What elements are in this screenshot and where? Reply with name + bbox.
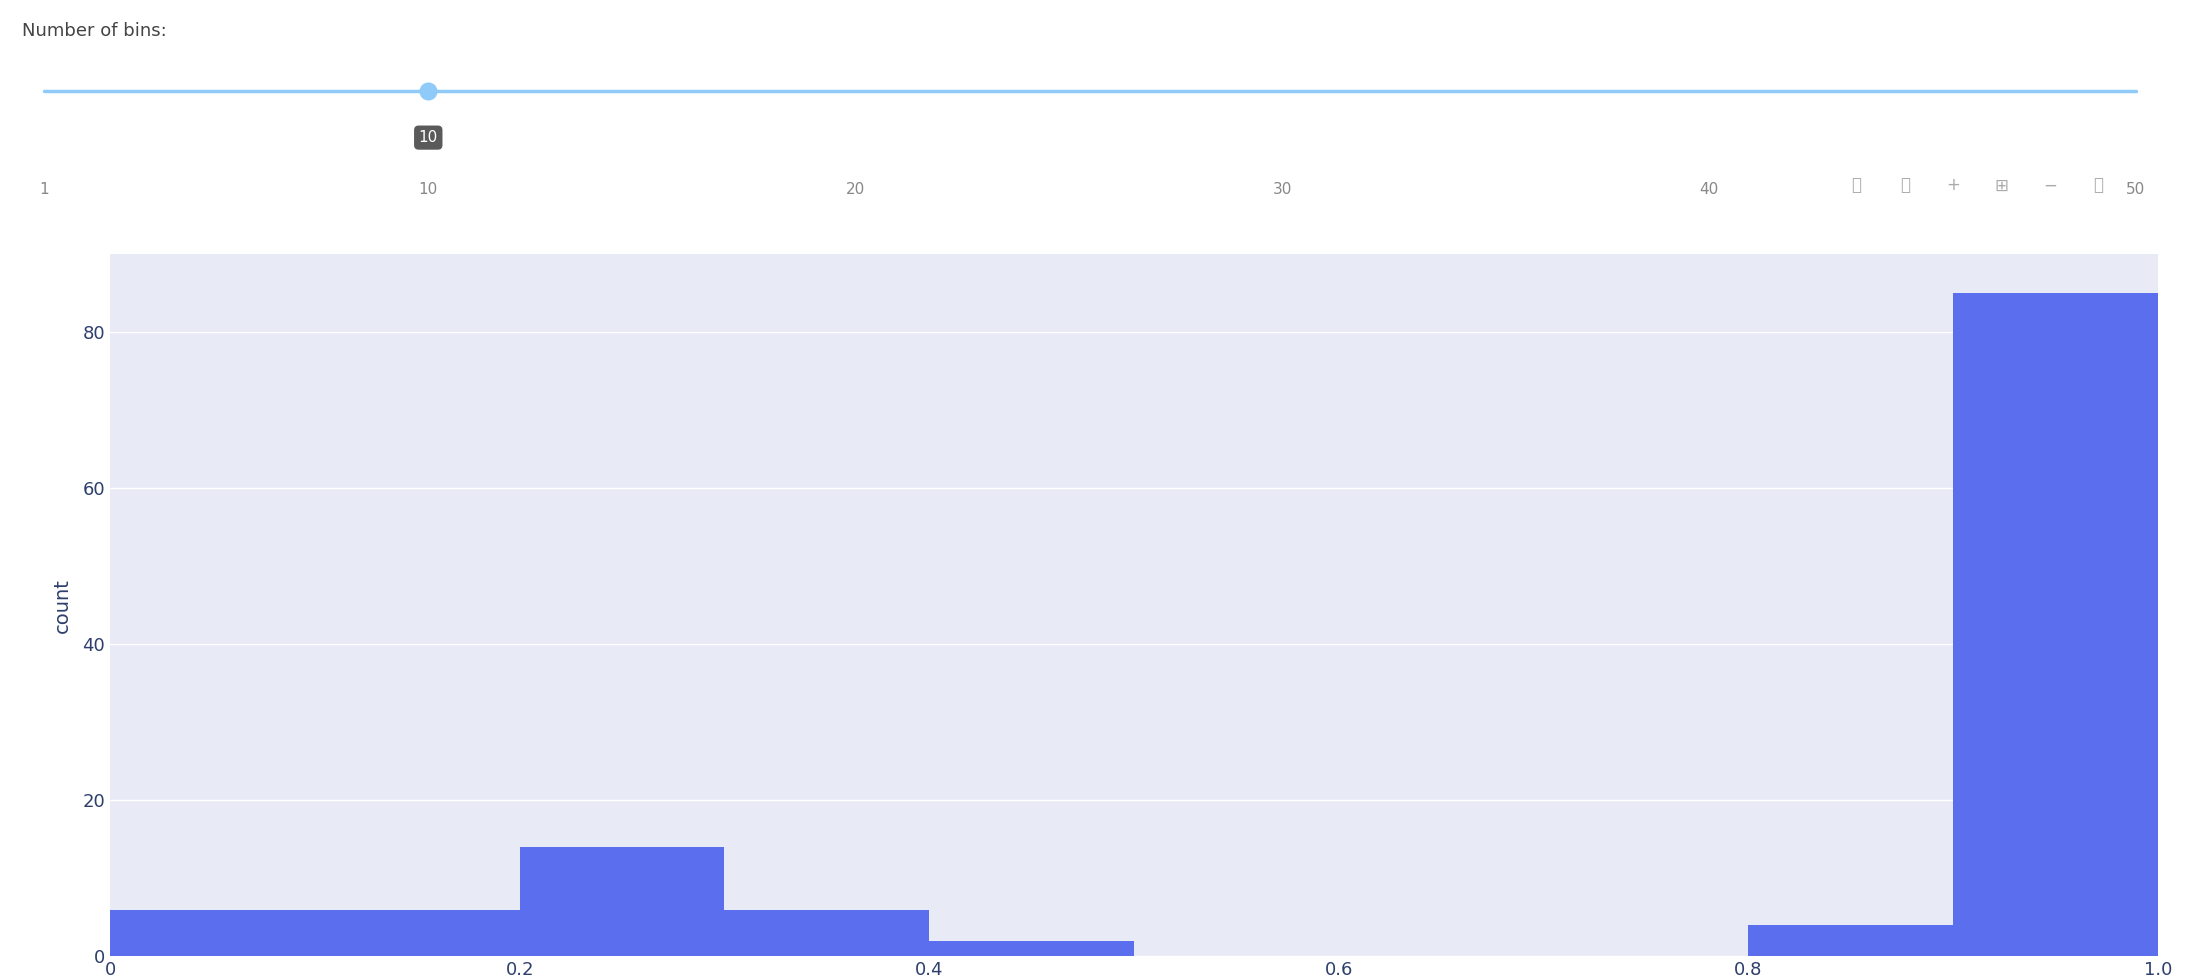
- Bar: [724, 910, 929, 956]
- Text: 30: 30: [1273, 182, 1293, 196]
- Text: 10: 10: [418, 182, 438, 196]
- Text: 🔍: 🔍: [1900, 177, 1909, 194]
- Bar: [315, 910, 520, 956]
- Y-axis label: count: count: [53, 578, 70, 632]
- Text: 40: 40: [1700, 182, 1718, 196]
- Text: +: +: [1947, 177, 1960, 194]
- Bar: [520, 847, 724, 956]
- Text: 📷: 📷: [1852, 177, 1861, 194]
- Text: 50: 50: [2127, 182, 2145, 196]
- Text: ⊞: ⊞: [1995, 177, 2008, 194]
- Bar: [1748, 925, 1953, 956]
- Text: 20: 20: [846, 182, 865, 196]
- Text: ⤢: ⤢: [2094, 177, 2103, 194]
- Text: −: −: [2043, 177, 2057, 194]
- Bar: [110, 910, 315, 956]
- Text: 10: 10: [418, 130, 438, 145]
- Text: 1: 1: [40, 182, 48, 196]
- Bar: [929, 941, 1134, 956]
- Text: Number of bins:: Number of bins:: [22, 21, 167, 40]
- Bar: [1953, 293, 2158, 956]
